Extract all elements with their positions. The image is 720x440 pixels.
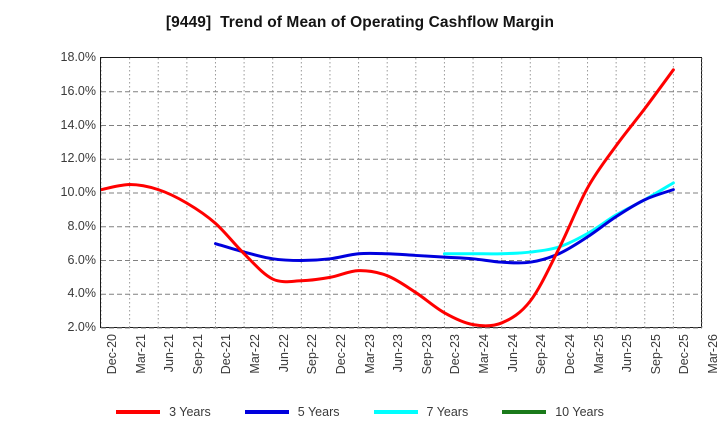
series-line-3-years xyxy=(101,68,675,328)
y-axis-tick-label: 2.0% xyxy=(67,320,97,334)
y-axis-tick-label: 6.0% xyxy=(67,252,97,267)
y-axis-tick-label: 10.0% xyxy=(60,185,96,199)
legend-color-swatch xyxy=(373,410,418,414)
x-axis-tick-label: Dec-23 xyxy=(448,334,463,375)
legend-color-swatch xyxy=(244,410,289,414)
legend-label: 5 Years xyxy=(297,405,340,419)
x-axis-tick-label: Mar-24 xyxy=(477,334,492,374)
x-axis-tick-label: Sep-23 xyxy=(419,334,434,375)
series-line-5-years xyxy=(213,188,675,265)
chart-legend: 3 Years 5 Years 7 Years 10 Years xyxy=(0,405,720,419)
y-axis-labels: 18.0% 16.0% 14.0% 12.0% 10.0% 8.0% 6.0% 4.0% 2.0… xyxy=(0,0,96,440)
legend-label: 7 Years xyxy=(426,405,469,419)
x-axis-tick-label: Jun-23 xyxy=(391,334,406,373)
legend-label: 3 Years xyxy=(169,405,211,419)
plot-svg xyxy=(101,58,703,329)
x-axis-tick-label: Dec-22 xyxy=(333,334,348,375)
x-axis-tick-label: Mar-22 xyxy=(248,334,263,374)
x-axis-tick-label: Jun-22 xyxy=(276,334,291,373)
x-axis-tick-label: Dec-25 xyxy=(677,334,692,375)
x-axis-tick-label: Sep-22 xyxy=(305,334,320,375)
y-axis-tick-label: 8.0% xyxy=(67,218,97,233)
x-axis-tick-label: Sep-24 xyxy=(534,334,549,375)
x-axis-tick-label: Dec-20 xyxy=(105,334,119,375)
y-axis-tick-label: 14.0% xyxy=(60,117,96,132)
legend-label: 10 Years xyxy=(555,405,604,419)
x-axis-tick-label: Dec-21 xyxy=(219,334,234,375)
chart-title: [9449] Trend of Mean of Operating Cashfl… xyxy=(165,14,555,31)
x-axis-tick-label: Mar-23 xyxy=(362,334,377,374)
x-axis-tick-label: Jun-21 xyxy=(162,334,177,373)
x-axis-tick-label: Sep-21 xyxy=(190,334,205,375)
legend-color-swatch xyxy=(502,410,547,414)
x-axis-tick-label: Jun-25 xyxy=(620,334,635,373)
legend-item[interactable]: 10 Years xyxy=(502,405,604,419)
legend-item[interactable]: 7 Years xyxy=(373,405,469,419)
x-axis-tick-label: Mar-25 xyxy=(591,334,606,374)
plot-area xyxy=(100,57,703,329)
y-axis-tick-label: 18.0% xyxy=(60,50,96,64)
x-axis-tick-label: Mar-26 xyxy=(706,334,720,374)
x-axis-tick-label: Dec-24 xyxy=(562,334,577,375)
y-axis-tick-label: 12.0% xyxy=(60,151,96,166)
legend-item[interactable]: 5 Years xyxy=(244,405,340,419)
legend-item[interactable]: 3 Years xyxy=(116,405,211,419)
legend-color-swatch xyxy=(116,410,161,414)
y-axis-tick-label: 4.0% xyxy=(67,286,97,301)
y-axis-tick-label: 16.0% xyxy=(60,83,96,98)
x-axis-tick-label: Mar-21 xyxy=(133,334,148,374)
x-axis-tick-label: Sep-25 xyxy=(648,334,663,375)
x-axis-tick-label: Jun-24 xyxy=(505,334,520,373)
